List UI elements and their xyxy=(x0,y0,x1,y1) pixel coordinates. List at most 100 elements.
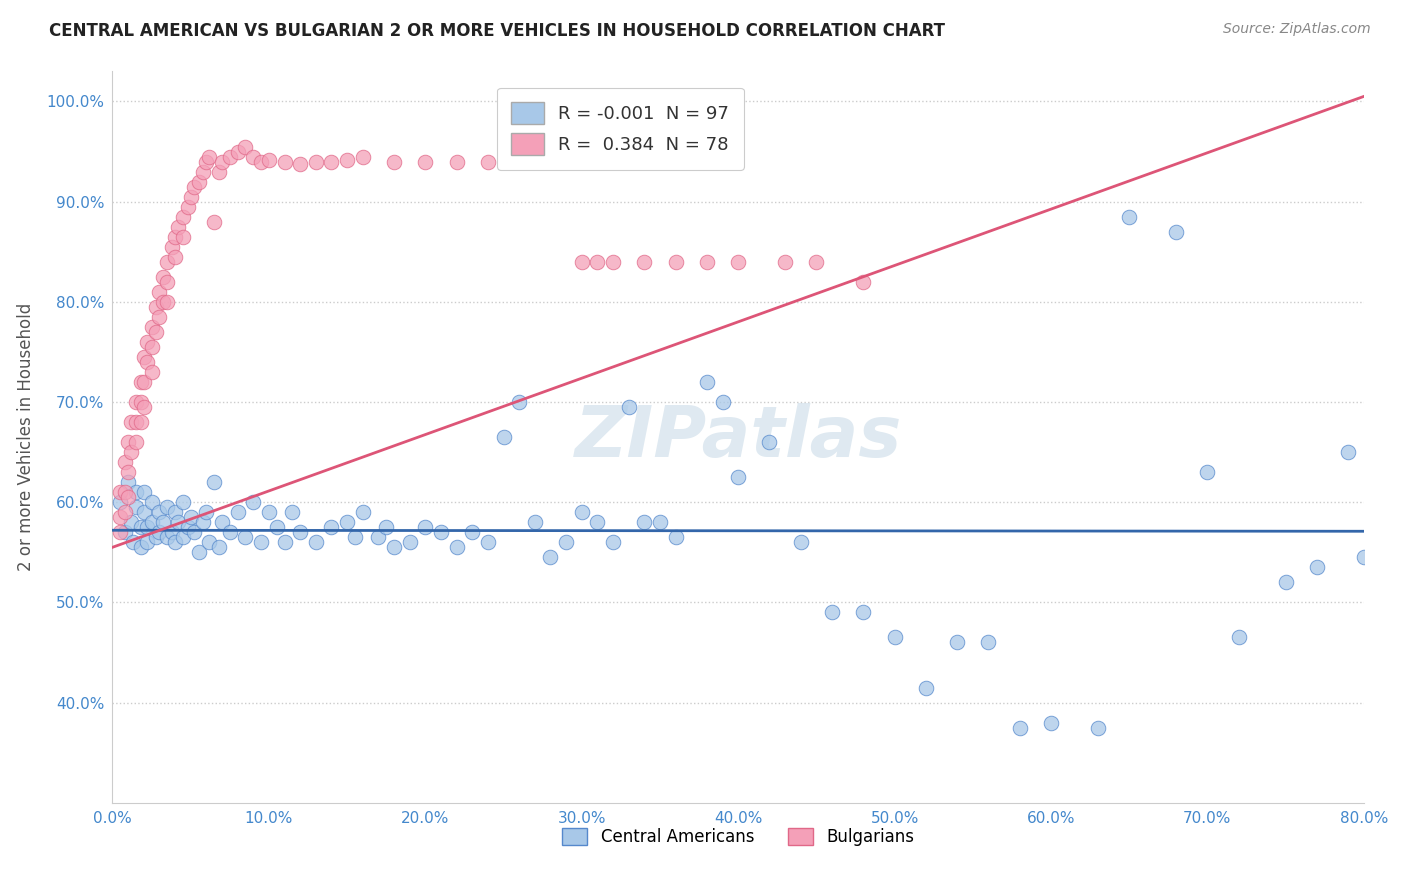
Point xyxy=(586,254,609,268)
Point xyxy=(156,530,179,544)
Point xyxy=(148,525,170,540)
Point xyxy=(321,520,343,534)
Point xyxy=(1368,646,1391,660)
Point xyxy=(117,490,139,504)
Point xyxy=(321,154,343,169)
Point xyxy=(727,470,749,484)
Point xyxy=(343,530,366,544)
Point xyxy=(1197,465,1219,479)
Point xyxy=(492,430,515,444)
Point xyxy=(336,515,359,529)
Point xyxy=(382,154,405,169)
Point xyxy=(120,415,142,429)
Point xyxy=(156,294,179,309)
Point xyxy=(617,400,640,414)
Point xyxy=(211,515,233,529)
Point xyxy=(508,154,530,169)
Point xyxy=(555,535,578,549)
Point xyxy=(571,505,593,519)
Point xyxy=(1353,550,1375,565)
Point xyxy=(193,164,215,178)
Point xyxy=(273,154,295,169)
Point xyxy=(602,254,624,268)
Point xyxy=(523,515,546,529)
Point xyxy=(163,535,186,549)
Point xyxy=(172,210,194,224)
Point xyxy=(141,515,163,529)
Point xyxy=(167,515,190,529)
Point xyxy=(120,515,142,529)
Point xyxy=(367,530,389,544)
Point xyxy=(915,681,938,695)
Point xyxy=(129,520,152,534)
Point xyxy=(235,139,257,153)
Point xyxy=(477,154,499,169)
Point xyxy=(198,149,221,163)
Point xyxy=(398,535,420,549)
Point xyxy=(1166,225,1188,239)
Point xyxy=(1274,575,1296,590)
Point xyxy=(110,525,132,540)
Point xyxy=(172,530,194,544)
Point xyxy=(163,505,186,519)
Text: ZIPatlas: ZIPatlas xyxy=(575,402,901,472)
Point xyxy=(218,149,240,163)
Point xyxy=(120,445,142,459)
Point xyxy=(696,375,718,389)
Point xyxy=(352,149,374,163)
Point xyxy=(117,465,139,479)
Point xyxy=(129,395,152,409)
Point xyxy=(415,520,437,534)
Point xyxy=(160,240,183,254)
Point xyxy=(148,285,170,299)
Point xyxy=(806,254,828,268)
Point xyxy=(758,435,780,450)
Point xyxy=(132,350,155,364)
Point xyxy=(821,606,844,620)
Point xyxy=(446,541,468,555)
Point xyxy=(540,550,562,565)
Point xyxy=(125,485,148,500)
Point xyxy=(125,395,148,409)
Point xyxy=(117,435,139,450)
Point xyxy=(129,415,152,429)
Point xyxy=(152,515,174,529)
Point xyxy=(352,505,374,519)
Point xyxy=(1039,715,1063,730)
Point xyxy=(1008,721,1031,735)
Point xyxy=(135,355,157,369)
Point xyxy=(132,375,155,389)
Point xyxy=(195,154,218,169)
Point xyxy=(446,154,468,169)
Point xyxy=(156,500,179,515)
Point xyxy=(176,520,198,534)
Point xyxy=(129,541,152,555)
Point xyxy=(114,485,136,500)
Point xyxy=(946,635,969,649)
Point xyxy=(114,505,136,519)
Point xyxy=(132,505,155,519)
Point xyxy=(208,164,231,178)
Point xyxy=(141,365,163,379)
Point xyxy=(141,340,163,354)
Point xyxy=(163,250,186,264)
Point xyxy=(145,530,167,544)
Point xyxy=(242,495,264,509)
Point xyxy=(305,535,328,549)
Point xyxy=(218,525,240,540)
Point xyxy=(290,525,312,540)
Point xyxy=(773,254,796,268)
Point xyxy=(375,520,398,534)
Point xyxy=(571,254,593,268)
Point xyxy=(145,300,167,314)
Point xyxy=(1306,560,1329,574)
Point xyxy=(114,455,136,469)
Point xyxy=(198,535,221,549)
Point xyxy=(382,541,405,555)
Point xyxy=(430,525,453,540)
Point xyxy=(187,175,209,189)
Point xyxy=(167,219,190,234)
Point xyxy=(193,515,215,529)
Point xyxy=(242,149,264,163)
Text: CENTRAL AMERICAN VS BULGARIAN 2 OR MORE VEHICLES IN HOUSEHOLD CORRELATION CHART: CENTRAL AMERICAN VS BULGARIAN 2 OR MORE … xyxy=(49,22,945,40)
